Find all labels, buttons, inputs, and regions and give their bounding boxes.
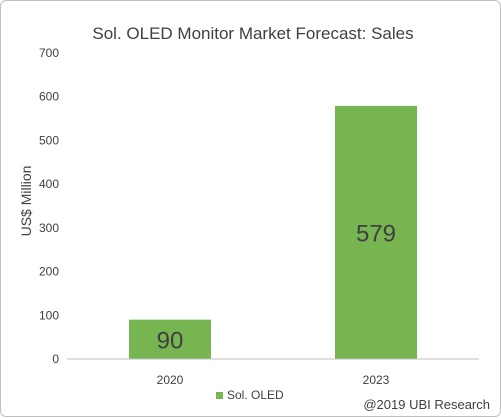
data-labels: 90 579 [157,220,396,354]
legend-swatch [216,392,223,399]
x-axis-ticks: 2020 2023 [157,373,390,387]
legend: Sol. OLED [216,388,284,402]
bar-2020 [129,319,211,359]
y-tick-label: 200 [39,265,59,279]
y-tick-label: 400 [39,177,59,191]
data-label: 90 [157,327,184,354]
y-axis-ticks: 0 100 200 300 400 500 600 700 [39,46,59,366]
bars [129,105,417,359]
copyright-annotation: @2019 UBI Research [363,397,490,412]
y-tick-label: 300 [39,221,59,235]
data-label: 579 [356,220,396,247]
chart-title: Sol. OLED Monitor Market Forecast: Sales [92,24,413,43]
y-tick-label: 600 [39,90,59,104]
x-tick-label: 2020 [157,373,184,387]
y-tick-label: 0 [52,352,59,366]
legend-label: Sol. OLED [227,388,284,402]
y-tick-label: 100 [39,308,59,322]
y-axis-label: US$ Million [18,166,34,237]
y-tick-label: 700 [39,46,59,60]
x-tick-label: 2023 [363,373,390,387]
bar-2023 [335,105,417,359]
y-tick-label: 500 [39,133,59,147]
